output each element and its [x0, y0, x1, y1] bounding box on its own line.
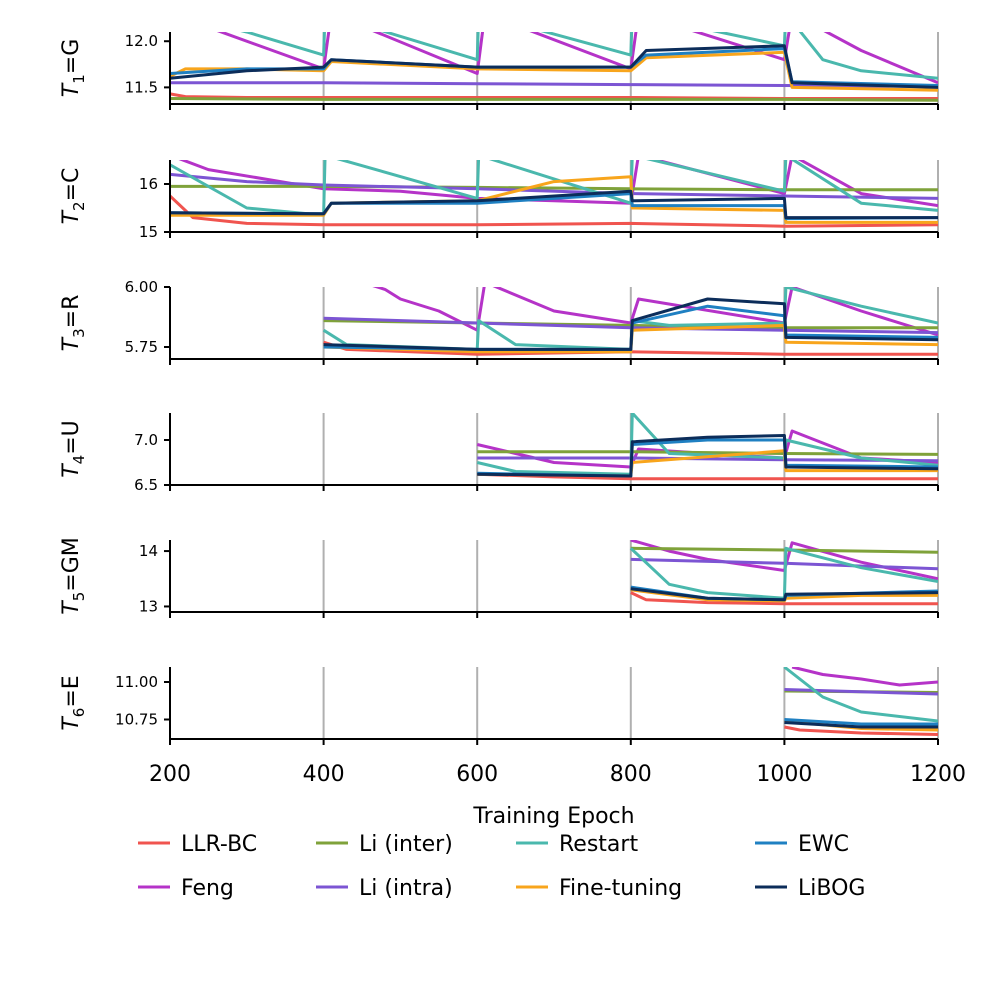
series-group [322, 287, 938, 356]
series-li_inter-line [477, 450, 938, 456]
series-group [170, 160, 938, 228]
x-tick-label: 400 [303, 762, 345, 787]
series-restart-line [240, 32, 938, 80]
y-tick-label: 11.5 [125, 78, 158, 96]
x-tick-label: 200 [149, 762, 191, 787]
y-axis-label: T4=U [59, 420, 88, 478]
legend-label-llr: LLR-BC [181, 832, 257, 857]
series-group [629, 540, 938, 606]
series-li_inter-line [170, 184, 938, 192]
series-restart-line [783, 667, 938, 723]
x-tick-label: 600 [456, 762, 498, 787]
y-axis-label: T6=E [59, 675, 88, 730]
series-feng-line [791, 667, 938, 687]
y-tick-label: 13 [139, 597, 158, 615]
legend-label-libog: LiBOG [798, 876, 865, 901]
series-libog-line [477, 434, 938, 478]
series-libog-line [630, 587, 938, 602]
y-tick-label: 6.5 [134, 476, 158, 494]
series-libog-line [784, 721, 938, 729]
y-tick-label: 12.0 [125, 32, 158, 50]
y-tick-label: 14 [139, 542, 158, 560]
x-tick-label: 1200 [910, 762, 966, 787]
y-tick-label: 7.0 [134, 431, 158, 449]
panel-3: 5.75 6.00 T3=R [59, 278, 939, 365]
x-tick-label: 1000 [756, 762, 812, 787]
series-feng-line [216, 32, 938, 85]
y-tick-label: 16 [139, 175, 158, 193]
y-axis-label: T5=GM [59, 537, 88, 614]
panel-6: 10.75 11.00 T6=E [59, 667, 939, 745]
series-group [170, 32, 938, 102]
series-restart-line [476, 413, 938, 476]
series-li_inter-line [170, 97, 938, 102]
panel-5: 13 14 T5=GM [59, 537, 939, 618]
y-tick-label: 6.00 [125, 278, 158, 296]
panel-2: 15 16 T2=C [59, 160, 939, 241]
series-group [476, 413, 938, 481]
legend-label-finetune: Fine-tuning [559, 876, 682, 901]
y-tick-label: 10.75 [115, 711, 158, 729]
legend: LLR-BC Feng Li (inter) Li (intra) Restart Fin… [138, 832, 865, 901]
legend-label-restart: Restart [559, 832, 638, 857]
series-libog-line [170, 189, 938, 220]
y-tick-label: 15 [139, 223, 158, 241]
panel-4: 6.5 7.0 T4=U [59, 413, 939, 494]
y-axis-label: T1=G [59, 39, 88, 97]
y-tick-label: 11.00 [115, 673, 158, 691]
series-llr-line [630, 591, 938, 606]
series-ewc-line [784, 718, 938, 726]
series-restart-line [629, 546, 938, 600]
series-li_intra-line [170, 81, 938, 88]
series-li_intra-line [477, 456, 938, 463]
x-tick-label: 800 [610, 762, 652, 787]
y-axis-label: T2=C [59, 168, 88, 225]
panel-1: 11.5 12.0 T1=G [59, 32, 939, 110]
legend-label-ewc: EWC [798, 832, 849, 857]
series-li_intra-line [784, 688, 938, 696]
legend-label-li_inter: Li (inter) [359, 832, 453, 857]
series-llr-line [170, 194, 938, 228]
x-axis-label: Training Epoch [472, 804, 634, 829]
legend-label-feng: Feng [181, 876, 234, 901]
y-axis-label: T3=R [59, 295, 88, 352]
series-llr-line [784, 725, 938, 736]
series-group [783, 667, 938, 736]
legend-label-li_intra: Li (intra) [359, 876, 453, 901]
series-libog-line [170, 44, 938, 89]
series-libog-line [323, 297, 938, 351]
y-tick-label: 5.75 [125, 338, 158, 356]
series-feng-line [372, 287, 938, 337]
